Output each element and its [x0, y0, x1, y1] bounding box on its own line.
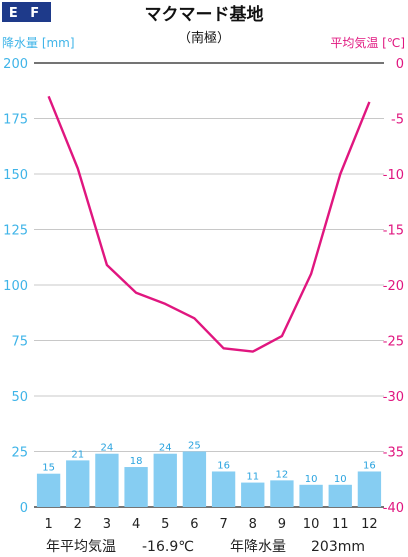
- precipitation-bar: [153, 453, 177, 507]
- bar-value-label: 25: [188, 441, 201, 452]
- y-right-tick-label: -15: [383, 224, 404, 239]
- bar-value-label: 12: [276, 469, 289, 480]
- x-tick-label: 12: [361, 517, 378, 532]
- x-tick-label: 6: [190, 517, 198, 532]
- precipitation-bar: [95, 453, 119, 507]
- bar-value-label: 16: [217, 460, 230, 471]
- bar-value-label: 24: [101, 443, 114, 454]
- y-left-tick-label: 50: [11, 390, 28, 405]
- bar-value-label: 10: [334, 474, 347, 485]
- precipitation-bar-labels: 15 21 24 18 24 25 16 11 12 10 10 16: [42, 441, 376, 485]
- chart-title: マクマード基地: [145, 4, 264, 25]
- y-axis-right-label: 平均気温 [℃]: [330, 35, 405, 50]
- y-left-tick-label: 200: [3, 57, 28, 72]
- annual-temp-value: -16.9℃: [142, 539, 194, 555]
- y-right-tick-label: -10: [383, 168, 404, 183]
- y-left-tick-label: 175: [3, 113, 28, 128]
- precipitation-bar: [66, 460, 90, 507]
- x-tick-label: 2: [74, 517, 82, 532]
- x-tick-label: 9: [278, 517, 286, 532]
- grid-lines: [34, 62, 384, 508]
- chart-subtitle: （南極）: [178, 30, 230, 46]
- bar-value-label: 21: [71, 449, 84, 460]
- y-right-tick-label: -25: [383, 335, 404, 350]
- precipitation-bar: [36, 473, 61, 507]
- precipitation-bar: [357, 471, 382, 507]
- y-left-tick-label: 150: [3, 168, 28, 183]
- precipitation-bar: [211, 471, 236, 507]
- bar-value-label: 18: [130, 456, 143, 467]
- y-left-tick-label: 25: [11, 446, 28, 461]
- y-left-tick-label: 125: [3, 224, 28, 239]
- precipitation-bar: [241, 482, 265, 507]
- y-right-tick-label: -35: [383, 446, 404, 461]
- precipitation-bar: [299, 484, 323, 507]
- x-tick-label: 5: [161, 517, 169, 532]
- y-right-tick-label: -5: [391, 113, 404, 128]
- x-axis-ticks: 1 2 3 4 5 6 7 8 9 10 11 12: [44, 517, 377, 532]
- precipitation-bar: [328, 484, 352, 507]
- bar-value-label: 11: [246, 472, 259, 483]
- y-left-tick-label: 75: [11, 335, 28, 350]
- y-right-tick-label: -40: [383, 501, 404, 516]
- y-axis-right-ticks: 0 -5 -10 -15 -20 -25 -30 -35 -40: [383, 57, 404, 516]
- bar-value-label: 15: [42, 463, 55, 474]
- y-left-tick-label: 100: [3, 279, 28, 294]
- y-right-tick-label: -30: [383, 390, 404, 405]
- precipitation-bars: [36, 451, 382, 507]
- temperature-line: [47, 95, 371, 353]
- x-tick-label: 7: [219, 517, 227, 532]
- annual-temp-label: 年平均気温: [46, 539, 116, 555]
- x-tick-label: 8: [249, 517, 257, 532]
- bar-value-label: 16: [363, 460, 376, 471]
- bar-value-label: 10: [305, 474, 318, 485]
- climate-class-badge: [2, 2, 51, 22]
- precipitation-bar: [270, 480, 294, 507]
- temperature-line-group: [47, 95, 371, 353]
- y-axis-left-label: 降水量 [mm]: [2, 36, 75, 50]
- y-axis-left-ticks: 200 175 150 125 100 75 50 25 0: [3, 57, 28, 516]
- x-tick-label: 10: [303, 517, 320, 532]
- y-right-tick-label: 0: [396, 57, 404, 72]
- y-left-tick-label: 0: [20, 501, 28, 516]
- x-tick-label: 3: [103, 517, 111, 532]
- annual-precip-label: 年降水量: [230, 539, 286, 555]
- y-right-tick-label: -20: [383, 279, 404, 294]
- climate-class-text: E F: [9, 6, 43, 21]
- x-tick-label: 11: [332, 517, 349, 532]
- precipitation-bar: [124, 467, 148, 507]
- x-tick-label: 4: [132, 517, 140, 532]
- bar-value-label: 24: [159, 443, 172, 454]
- x-tick-label: 1: [44, 517, 52, 532]
- annual-precip-value: 203mm: [311, 539, 365, 555]
- precipitation-bar: [182, 451, 207, 507]
